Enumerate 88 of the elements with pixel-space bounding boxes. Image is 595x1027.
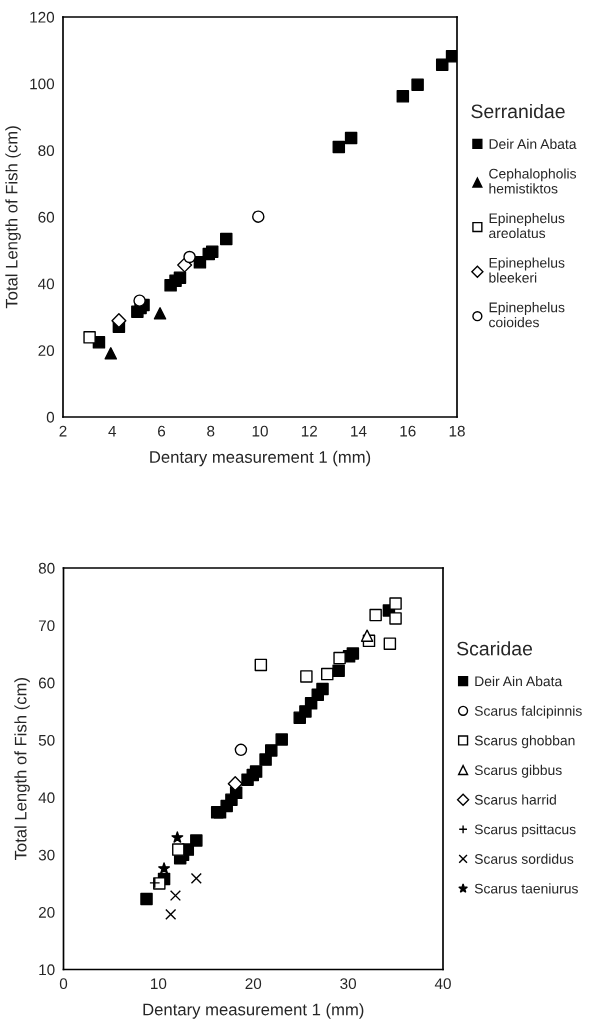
x-tick-label: 40 (434, 978, 451, 990)
point (165, 908, 177, 920)
point (396, 90, 410, 103)
x-tick-label: 12 (301, 425, 317, 437)
point (153, 307, 167, 320)
y-tick-label: 30 (38, 849, 55, 861)
point (83, 331, 96, 344)
point (254, 658, 268, 672)
x-tick-label: 0 (59, 978, 68, 990)
legend-label: Deir Ain Abata (475, 676, 563, 687)
point (344, 131, 358, 145)
point (293, 711, 306, 724)
point (252, 210, 265, 223)
x-tick-label: 14 (351, 425, 367, 437)
point (360, 629, 374, 642)
x-tick-label: 10 (151, 978, 167, 990)
legend-label: Scarus ghobban (474, 735, 575, 749)
point (332, 664, 345, 677)
point (445, 50, 457, 63)
y-tick-label: 50 (38, 734, 55, 746)
point (383, 637, 397, 650)
point (369, 608, 382, 622)
y-tick-label: 0 (46, 411, 55, 423)
y-tick-label: 60 (38, 211, 55, 223)
x-tick-label: 10 (252, 425, 268, 437)
x-tick-label: 6 (158, 425, 166, 437)
x-tick-label: 4 (108, 425, 117, 437)
point (333, 651, 346, 665)
x-tick-label: 8 (207, 425, 215, 437)
y-tick-label: 20 (38, 907, 55, 918)
y-tick-label: 20 (38, 345, 55, 357)
point (389, 597, 402, 610)
point (435, 58, 449, 71)
point (169, 889, 182, 902)
x-tick-label: 30 (340, 978, 357, 990)
y-tick-label: 70 (38, 620, 55, 632)
point (104, 347, 118, 360)
point (227, 776, 243, 792)
x-axis-title: Dentary measurement 1 (mm) (143, 1003, 364, 1019)
legend-label: Epinephelus coioides (489, 302, 565, 328)
y-axis-title: Total Length of Fish (cm) (5, 126, 21, 309)
point (300, 670, 313, 683)
legend-label: Epinephelus areolatus (489, 212, 565, 239)
y-axis-title: Total Length of Fish (cm) (14, 678, 30, 861)
point (183, 250, 196, 264)
point (190, 872, 202, 884)
point (332, 140, 346, 154)
point (220, 232, 233, 246)
point (241, 773, 254, 786)
legend-label: Scarus taeniurus (474, 883, 578, 894)
y-tick-label: 40 (38, 278, 55, 290)
legend-title: Scaridae (457, 641, 533, 656)
point (411, 78, 424, 91)
legend-label: Scarus psittacus (474, 824, 576, 838)
y-tick-label: 10 (39, 964, 55, 976)
y-tick-label: 100 (30, 78, 55, 90)
point (158, 862, 171, 874)
legend-label: Cephalopholis hemistiktos (489, 168, 577, 194)
point (190, 834, 203, 847)
legend-label: Scarus harrid (474, 794, 556, 805)
x-tick-label: 20 (245, 978, 262, 990)
point (172, 843, 185, 856)
y-tick-label: 120 (30, 11, 55, 23)
x-axis-title: Dentary measurement 1 (mm) (150, 450, 371, 467)
y-tick-label: 80 (38, 562, 55, 574)
point (140, 892, 153, 906)
point (259, 753, 272, 766)
legend-label: Scarus falcipinnis (474, 705, 582, 719)
y-tick-label: 60 (38, 677, 55, 689)
legend-label: Epinephelus bleekeri (489, 257, 565, 283)
legend-label: Deir Ain Abata (489, 138, 577, 149)
point (149, 877, 161, 889)
point (275, 733, 288, 746)
point (173, 271, 187, 284)
y-tick-label: 40 (38, 792, 55, 804)
legend-label: Scarus gibbus (474, 764, 562, 778)
point (171, 831, 184, 843)
point (321, 667, 334, 681)
x-tick-label: 18 (449, 425, 465, 437)
legend-title: Serranidae (471, 103, 565, 119)
point (111, 313, 127, 329)
x-tick-label: 16 (400, 425, 416, 437)
legend-label: Scarus sordidus (474, 853, 574, 864)
point (133, 294, 146, 307)
point (389, 612, 402, 625)
point (234, 743, 248, 757)
y-tick-label: 80 (38, 145, 55, 157)
x-tick-label: 2 (59, 425, 67, 437)
